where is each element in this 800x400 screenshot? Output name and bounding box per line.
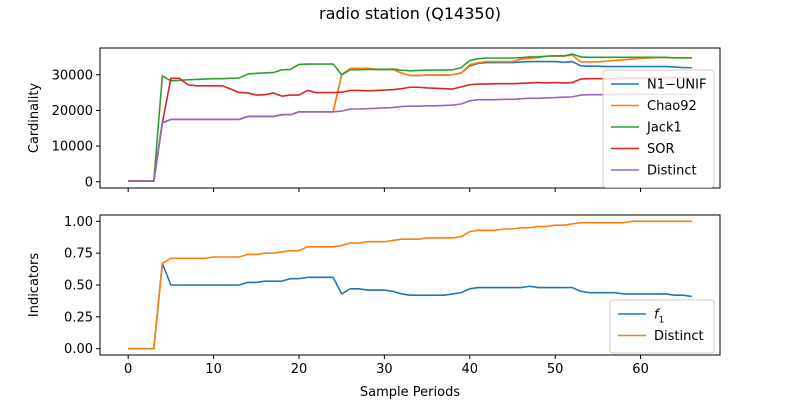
y-tick-label: 0 — [85, 175, 93, 190]
legend-label: Chao92 — [647, 99, 697, 114]
series-line-sor — [128, 76, 692, 182]
x-axis-label: Sample Periods — [360, 385, 460, 400]
legend-label: N1−UNIF — [647, 78, 706, 93]
y-tick-label: 0.00 — [64, 342, 93, 357]
legend-box — [609, 299, 715, 354]
x-tick-label: 60 — [632, 362, 649, 377]
legend-label: SOR — [647, 142, 675, 157]
legend: f1 Distinct — [609, 299, 715, 354]
chart-title: radio station (Q14350) — [319, 4, 501, 23]
series-line-f1 — [128, 262, 692, 350]
x-tick-label: 40 — [462, 362, 479, 377]
y-tick-label: 30000 — [52, 68, 93, 83]
x-tick-label: 50 — [547, 362, 564, 377]
y-tick-label: 0.75 — [64, 247, 93, 262]
series-line-distinct — [128, 220, 692, 350]
legend-label: Jack1 — [646, 121, 682, 136]
legend-box — [602, 69, 715, 188]
legend-label: Distinct — [654, 329, 704, 344]
series-line-distinct — [128, 93, 692, 182]
legend-label: f1 — [654, 308, 664, 326]
y-tick-label: 10000 — [52, 140, 93, 155]
y-axis-label: Indicators — [27, 253, 42, 317]
legend: N1−UNIF Chao92 Jack1 SOR Distinct — [602, 69, 715, 188]
x-tick-label: 0 — [124, 362, 132, 377]
legend-label: Distinct — [647, 164, 697, 179]
series-line-jack1 — [128, 53, 692, 182]
y-tick-label: 20000 — [52, 104, 93, 119]
y-tick-label: 0.25 — [64, 310, 93, 325]
y-axis-label: Cardinality — [27, 83, 42, 154]
plot-frame — [99, 47, 721, 189]
x-tick-label: 10 — [205, 362, 222, 377]
x-tick-label: 30 — [376, 362, 393, 377]
y-tick-label: 1.00 — [64, 215, 93, 230]
x-tick-label: 20 — [291, 362, 308, 377]
cardinality-panel: 0 10000 20000 30000 Cardinality N1−UNIF Chao92… — [27, 47, 721, 192]
y-tick-label: 0.50 — [64, 279, 93, 294]
indicators-panel: 0.00 0.25 0.50 0.75 1.00 0 10 20 30 40 50 60 Indicat… — [27, 214, 721, 377]
